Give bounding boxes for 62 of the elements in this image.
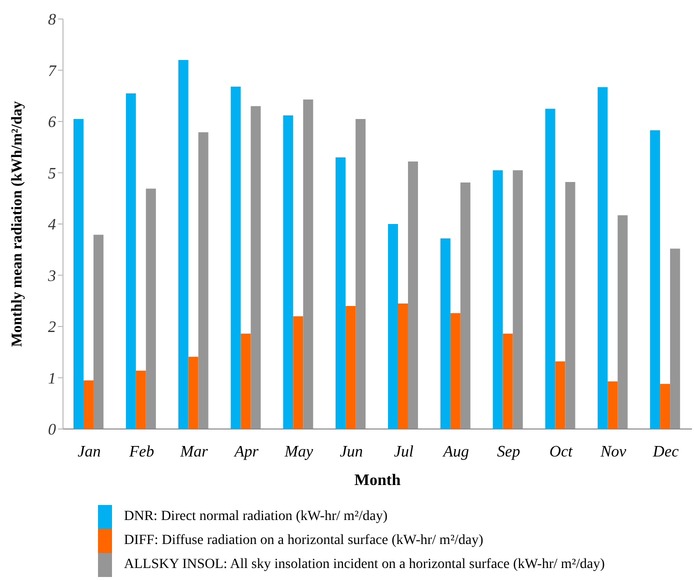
x-tick-label: Apr [233,443,260,460]
legend-label: ALLSKY INSOL: All sky insolation incident on a horizontal surface (kW-hr/ m²/day) [124,557,605,573]
bar [126,93,136,429]
x-tick-label: Aug [442,443,470,460]
bar [346,306,356,429]
bar [512,170,523,429]
x-tick-label: Nov [599,443,628,460]
x-tick-label: Jan [78,443,101,460]
bar [608,381,618,429]
bar [336,157,346,429]
bar [136,370,146,429]
bar [555,361,566,429]
legend-label: DNR: Direct normal radiation (kW-hr/ m²/day) [124,509,388,525]
bar [565,182,576,429]
bar [73,118,84,429]
bar [670,248,680,429]
x-tick-label: Jul [394,443,414,460]
x-axis-title: Month [354,472,401,489]
bar [283,115,294,429]
bar [450,313,460,429]
bar [146,188,156,429]
bar [408,161,418,429]
y-tick-label: 2 [48,319,56,336]
bar [545,108,556,429]
bar [502,334,513,429]
bar [398,303,408,429]
x-tick-label: Feb [128,443,154,460]
bar [93,234,104,429]
y-tick-label: 7 [48,62,57,80]
x-tick-label: Jun [340,443,363,460]
y-tick-label: 0 [48,422,56,439]
y-axis-title: Monthly mean radiation (kWh/m²/day [9,100,26,347]
x-tick-label: Mar [179,443,209,460]
bar [198,132,208,429]
y-tick-label: 8 [48,12,56,29]
bar [650,130,660,429]
bar [598,87,608,429]
bar [240,334,251,429]
bar [293,316,304,429]
y-tick-label: 5 [48,165,56,182]
bar [492,170,503,429]
y-tick-label: 4 [48,216,56,234]
x-tick-label: May [284,443,314,460]
bar [83,380,94,429]
bar [388,224,398,429]
bar [188,356,198,429]
bar [660,384,670,429]
bar [250,106,261,429]
bar [440,238,450,429]
x-tick-label: Sep [496,443,520,460]
y-tick-label: 1 [48,370,56,388]
bar [303,99,314,429]
x-tick-label: Oct [549,443,574,460]
bar [178,60,188,429]
bar [460,182,470,429]
x-tick-label: Dec [652,443,679,460]
bar [618,215,628,429]
legend-label: DIFF: Diffuse radiation on a horizontal surface (kW-hr/ m²/day) [124,533,484,549]
y-tick-label: 3 [47,268,56,285]
y-tick-label: 6 [48,114,56,132]
bar [356,118,366,429]
bar [230,86,241,429]
